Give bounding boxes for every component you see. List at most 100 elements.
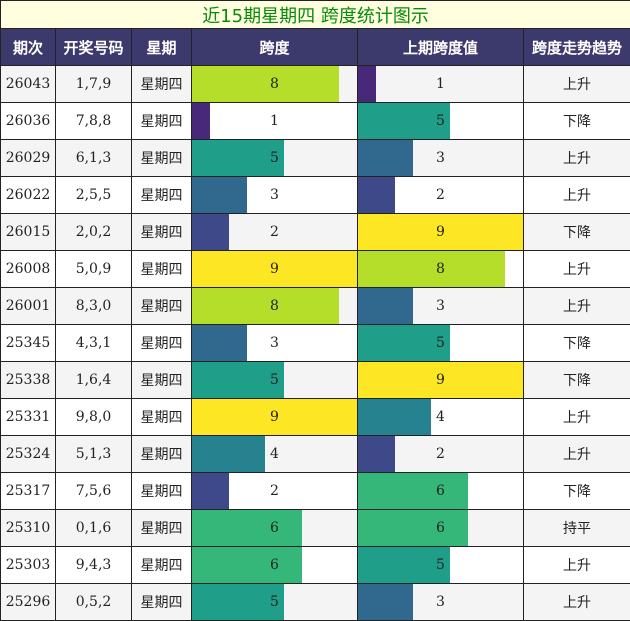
span-cell: 5: [191, 583, 358, 621]
table-row: 26015 2,0,2 星期四 2 9 下降: [0, 213, 630, 251]
numbers-cell: 4,3,1: [55, 324, 132, 362]
weekday-cell: 星期四: [131, 398, 192, 436]
numbers-cell: 8,3,0: [55, 287, 132, 325]
trend-cell: 上升: [523, 583, 630, 621]
issue-cell: 26015: [0, 213, 56, 251]
table-row: 25296 0,5,2 星期四 5 3 上升: [0, 583, 630, 621]
issue-cell: 25324: [0, 435, 56, 473]
span-bar: [192, 177, 247, 213]
trend-cell: 上升: [523, 250, 630, 288]
span-value: 9: [270, 261, 279, 277]
span-value: 3: [436, 594, 445, 610]
span-bar: [358, 584, 413, 620]
span-bar: [192, 66, 339, 102]
prev-span-cell: 3: [357, 287, 524, 325]
span-value: 5: [270, 594, 279, 610]
span-cell: 8: [191, 65, 358, 103]
span-bar: [358, 399, 432, 435]
span-bar: [192, 214, 229, 250]
issue-cell: 25310: [0, 509, 56, 547]
trend-cell: 上升: [523, 139, 630, 177]
span-bar: [358, 362, 523, 398]
span-value: 9: [270, 409, 279, 425]
trend-cell: 下降: [523, 324, 630, 362]
header-prev-span: 上期跨度值: [357, 28, 524, 66]
span-value: 3: [436, 150, 445, 166]
span-bar: [192, 362, 284, 398]
span-cell: 6: [191, 509, 358, 547]
table-row: 25338 1,6,4 星期四 5 9 下降: [0, 361, 630, 399]
weekday-cell: 星期四: [131, 139, 192, 177]
numbers-cell: 2,0,2: [55, 213, 132, 251]
span-bar: [192, 325, 247, 361]
span-cell: 5: [191, 139, 358, 177]
numbers-cell: 0,5,2: [55, 583, 132, 621]
issue-cell: 26008: [0, 250, 56, 288]
weekday-cell: 星期四: [131, 287, 192, 325]
span-value: 6: [270, 520, 279, 536]
span-bar: [358, 510, 468, 546]
span-bar: [192, 473, 229, 509]
span-value: 8: [436, 261, 445, 277]
span-bar: [192, 547, 302, 583]
issue-cell: 25296: [0, 583, 56, 621]
prev-span-cell: 5: [357, 324, 524, 362]
trend-cell: 下降: [523, 361, 630, 399]
span-value: 3: [270, 335, 279, 351]
span-value: 5: [436, 335, 445, 351]
span-bar: [358, 325, 450, 361]
span-value: 8: [270, 76, 279, 92]
prev-span-cell: 9: [357, 213, 524, 251]
span-value: 8: [270, 298, 279, 314]
table-row: 26001 8,3,0 星期四 8 3 上升: [0, 287, 630, 325]
span-cell: 8: [191, 287, 358, 325]
issue-cell: 25338: [0, 361, 56, 399]
issue-cell: 25303: [0, 546, 56, 584]
span-bar: [358, 473, 468, 509]
header-issue: 期次: [0, 28, 56, 66]
span-cell: 5: [191, 361, 358, 399]
span-cell: 1: [191, 102, 358, 140]
span-cell: 4: [191, 435, 358, 473]
span-cell: 9: [191, 250, 358, 288]
span-bar: [192, 288, 339, 324]
trend-cell: 上升: [523, 398, 630, 436]
span-value: 3: [270, 187, 279, 203]
span-cell: 2: [191, 213, 358, 251]
issue-cell: 25345: [0, 324, 56, 362]
prev-span-cell: 9: [357, 361, 524, 399]
span-bar: [192, 510, 302, 546]
weekday-cell: 星期四: [131, 472, 192, 510]
issue-cell: 26036: [0, 102, 56, 140]
weekday-cell: 星期四: [131, 213, 192, 251]
table-row: 25303 9,4,3 星期四 6 5 上升: [0, 546, 630, 584]
prev-span-cell: 3: [357, 139, 524, 177]
numbers-cell: 1,7,9: [55, 65, 132, 103]
trend-cell: 上升: [523, 287, 630, 325]
numbers-cell: 5,1,3: [55, 435, 132, 473]
span-value: 1: [436, 76, 445, 92]
span-cell: 3: [191, 324, 358, 362]
span-bar: [358, 436, 395, 472]
weekday-cell: 星期四: [131, 546, 192, 584]
span-bar: [192, 251, 357, 287]
table-row: 25345 4,3,1 星期四 3 5 下降: [0, 324, 630, 362]
issue-cell: 26022: [0, 176, 56, 214]
weekday-cell: 星期四: [131, 176, 192, 214]
span-bar: [192, 399, 357, 435]
span-bar: [192, 436, 266, 472]
weekday-cell: 星期四: [131, 583, 192, 621]
span-bar: [192, 584, 284, 620]
header-weekday: 星期: [131, 28, 192, 66]
table-title: 近15期星期四 跨度统计图示: [0, 0, 630, 29]
numbers-cell: 7,8,8: [55, 102, 132, 140]
weekday-cell: 星期四: [131, 361, 192, 399]
trend-cell: 上升: [523, 546, 630, 584]
numbers-cell: 0,1,6: [55, 509, 132, 547]
table-row: 26022 2,5,5 星期四 3 2 上升: [0, 176, 630, 214]
span-value: 6: [436, 520, 445, 536]
span-value: 4: [436, 409, 445, 425]
numbers-cell: 9,8,0: [55, 398, 132, 436]
span-bar: [192, 140, 284, 176]
